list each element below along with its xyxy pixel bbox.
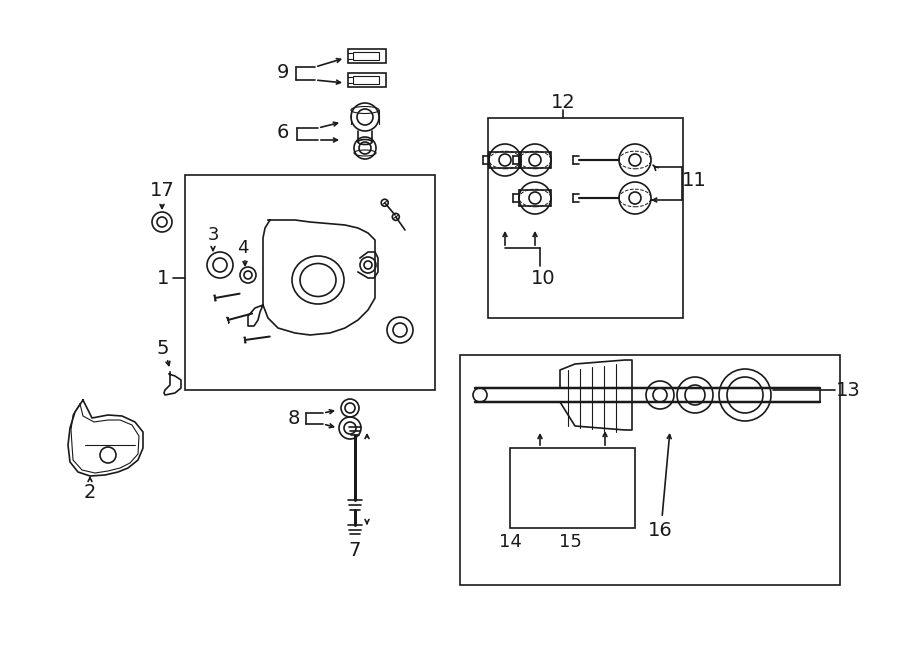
Text: 9: 9 xyxy=(277,63,289,83)
Bar xyxy=(353,76,379,84)
Text: 13: 13 xyxy=(835,381,860,399)
Text: 11: 11 xyxy=(681,171,706,190)
Text: 8: 8 xyxy=(288,408,301,428)
Bar xyxy=(353,52,379,60)
Bar xyxy=(460,355,840,585)
Text: 12: 12 xyxy=(551,93,575,112)
Bar xyxy=(185,175,435,390)
Text: 15: 15 xyxy=(559,533,581,551)
Text: 14: 14 xyxy=(499,533,521,551)
Text: 6: 6 xyxy=(277,124,289,143)
Bar xyxy=(488,118,683,318)
Text: 7: 7 xyxy=(349,541,361,559)
Text: 4: 4 xyxy=(238,239,248,257)
Bar xyxy=(510,448,635,528)
Text: 16: 16 xyxy=(648,520,672,539)
Bar xyxy=(348,73,386,87)
Text: 5: 5 xyxy=(157,338,169,358)
Text: 17: 17 xyxy=(149,180,175,200)
Bar xyxy=(348,49,386,63)
Text: 2: 2 xyxy=(84,483,96,502)
Text: 3: 3 xyxy=(207,226,219,244)
Text: 10: 10 xyxy=(531,268,555,288)
Text: 1: 1 xyxy=(157,268,169,288)
